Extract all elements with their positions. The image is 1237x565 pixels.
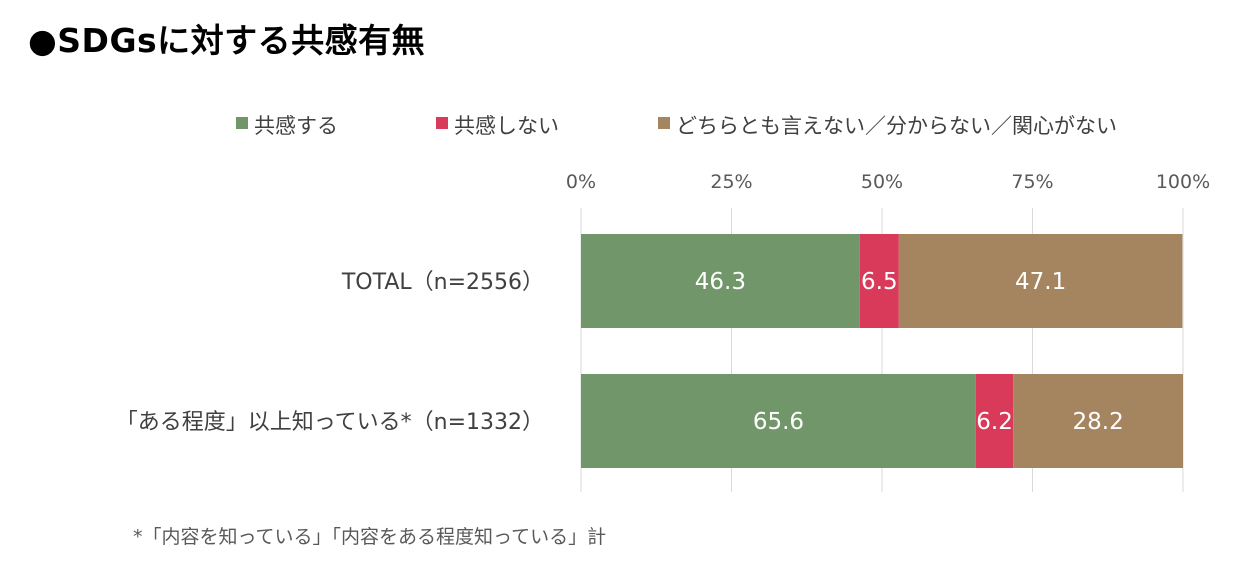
x-tick-label: 75%: [1011, 171, 1053, 193]
x-axis-ticks: 0% 25% 50% 75% 100%: [566, 171, 1210, 193]
bars: 46.3 6.5 47.1 65.6 6.2 28.2: [581, 234, 1183, 468]
category-label: TOTAL（n=2556）: [341, 270, 544, 295]
legend-swatch: [658, 117, 670, 129]
bar-segment: [581, 234, 860, 328]
legend: 共感する 共感しない どちらとも言えない／分からない／関心がない: [236, 114, 1117, 138]
legend-label: どちらとも言えない／分からない／関心がない: [676, 114, 1117, 138]
bar-segment: [581, 374, 976, 468]
x-tick-label: 100%: [1156, 171, 1210, 193]
bar-segment: [859, 234, 899, 328]
category-label: 「ある程度」以上知っている*（n=1332）: [116, 410, 544, 435]
x-tick-label: 25%: [710, 171, 752, 193]
bar-segment: [898, 234, 1183, 328]
x-tick-label: 0%: [566, 171, 596, 193]
bar-segment: [975, 374, 1014, 468]
footnote: *「内容を知っている」「内容をある程度知っている」計: [133, 526, 607, 548]
data-label: 65.6: [753, 409, 804, 435]
data-label: 28.2: [1073, 409, 1124, 435]
legend-swatch: [436, 117, 448, 129]
data-label: 6.2: [976, 409, 1013, 435]
x-tick-label: 50%: [861, 171, 903, 193]
legend-label: 共感する: [254, 114, 338, 138]
chart-title: ●SDGsに対する共感有無: [28, 21, 426, 60]
category-labels: TOTAL（n=2556） 「ある程度」以上知っている*（n=1332）: [116, 270, 544, 435]
data-label: 46.3: [695, 269, 746, 295]
legend-label: 共感しない: [454, 114, 559, 138]
data-label: 47.1: [1015, 269, 1066, 295]
data-label: 6.5: [861, 269, 898, 295]
bar-segment: [1013, 374, 1183, 468]
legend-swatch: [236, 117, 248, 129]
